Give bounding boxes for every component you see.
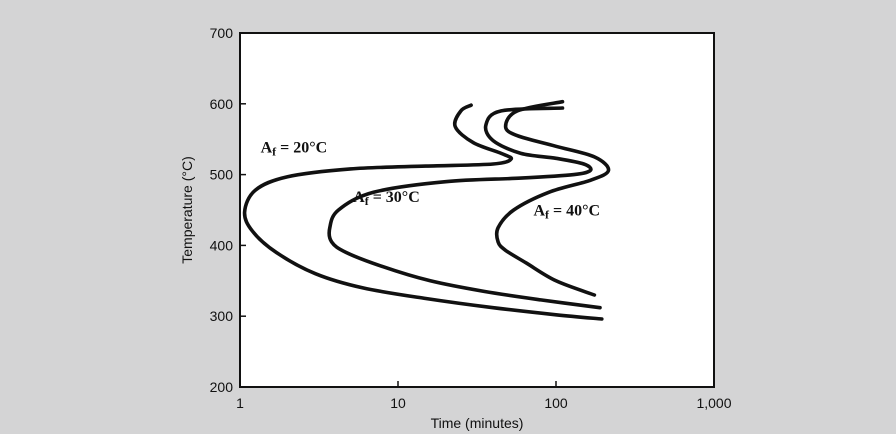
y-tick-label: 300 — [210, 308, 234, 324]
y-tick-label: 600 — [210, 96, 234, 112]
x-tick-label: 1,000 — [696, 395, 731, 411]
curve-label-1: Af = 20°C — [261, 140, 328, 159]
y-axis-title: Temperature (°C) — [179, 156, 195, 264]
x-tick-label: 100 — [544, 395, 568, 411]
y-tick-label: 400 — [210, 237, 234, 253]
curves — [242, 99, 611, 321]
curve-label-2: Af = 30°C — [353, 189, 420, 208]
curve-series-2 — [327, 106, 602, 310]
curve-series-3 — [494, 99, 611, 297]
ticks: 1 10 100 1,000 200 300 400 500 600 700 — [210, 25, 732, 411]
curve-label-3: Af = 40°C — [533, 203, 600, 222]
curve-series-1 — [242, 103, 604, 321]
x-tick-label: 1 — [236, 395, 244, 411]
y-tick-label: 700 — [210, 25, 234, 41]
plot-area — [239, 32, 715, 388]
x-axis-title: Time (minutes) — [431, 415, 524, 431]
x-tick-label: 10 — [390, 395, 406, 411]
y-tick-label: 500 — [210, 167, 234, 183]
curve-labels: Af = 20°C Af = 30°C Af = 40°C — [261, 140, 601, 222]
y-tick-label: 200 — [210, 379, 234, 395]
